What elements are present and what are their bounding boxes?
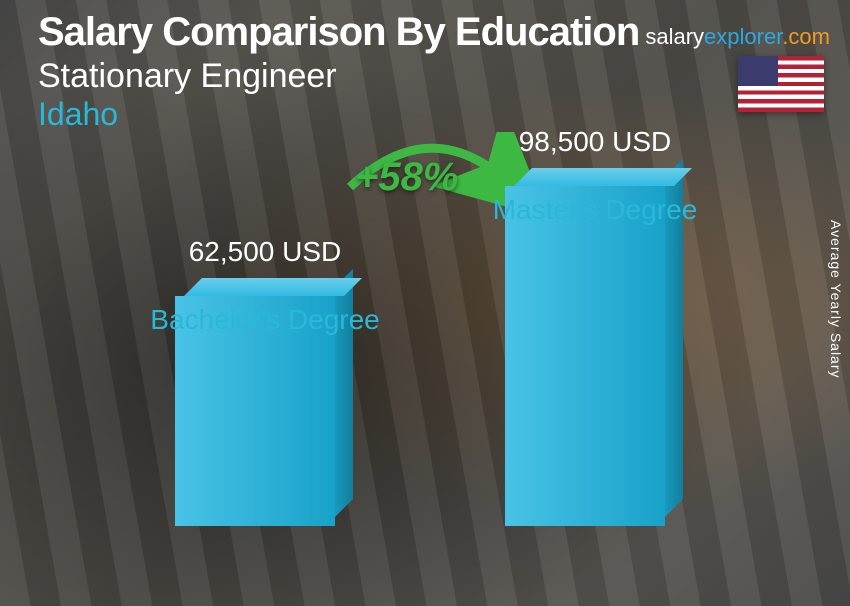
- bar-3d: [505, 186, 675, 526]
- job-title: Stationary Engineer: [38, 57, 830, 96]
- brand-suffix: .com: [782, 24, 830, 49]
- bar-front: [505, 186, 665, 526]
- brand-mid: explorer: [704, 24, 782, 49]
- bar-value: 62,500 USD: [155, 236, 375, 268]
- bar-category-label: Bachelor's Degree: [115, 304, 415, 336]
- country-flag-icon: [738, 56, 824, 112]
- chart-area: 62,500 USDBachelor's Degree98,500 USDMas…: [0, 145, 850, 586]
- bar-top: [514, 168, 692, 186]
- brand-prefix: salary: [645, 24, 704, 49]
- bar-value: 98,500 USD: [485, 126, 705, 158]
- bar-group: 98,500 USDMaster's Degree: [505, 186, 685, 526]
- location: Idaho: [38, 96, 830, 133]
- bar-group: 62,500 USDBachelor's Degree: [175, 296, 355, 526]
- bar-top: [184, 278, 362, 296]
- brand-logo: salaryexplorer.com: [645, 24, 830, 50]
- bar-category-label: Master's Degree: [445, 194, 745, 226]
